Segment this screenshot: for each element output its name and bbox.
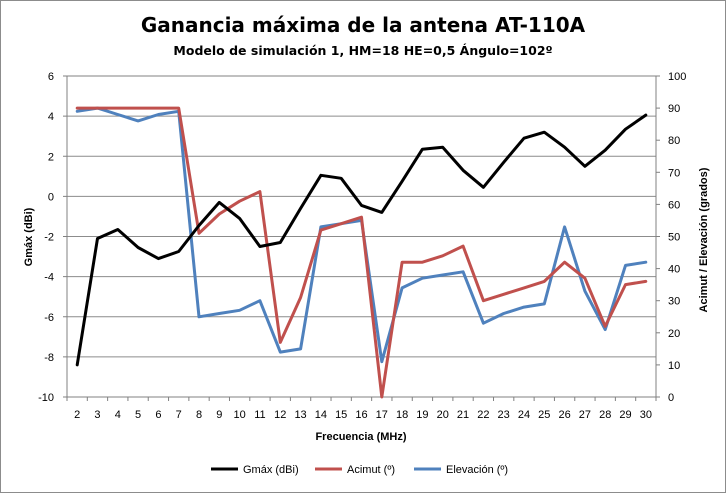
y2-axis-label: Acimut / Elevación (grados) (698, 167, 710, 312)
x-tick-label: 7 (176, 409, 182, 421)
x-tick-label: 16 (355, 409, 367, 421)
x-tick-label: 12 (274, 409, 286, 421)
series-line-0 (75, 113, 648, 367)
y-tick-label: 4 (48, 111, 54, 123)
x-tick-label: 8 (196, 409, 202, 421)
y2-tick-label: 80 (668, 135, 680, 147)
legend-label: Elevación (º) (446, 464, 508, 476)
x-tick-label: 26 (558, 409, 570, 421)
legend: Gmáx (dBi) Acimut (º) Elevación (º) (211, 464, 508, 476)
x-axis-ticks: 2 3 4 5 6 7 8 9 10 11 12 13 14 15 16 17 18 19 20 21 22 23 24 25… (66, 397, 657, 421)
y2-tick-label: 0 (668, 392, 674, 404)
x-tick-label: 20 (437, 409, 449, 421)
x-tick-label: 25 (538, 409, 550, 421)
x-tick-label: 4 (115, 409, 121, 421)
x-tick-label: 18 (396, 409, 408, 421)
y-tick-label: 0 (48, 191, 54, 203)
x-tick-label: 13 (294, 409, 306, 421)
y2-tick-label: 50 (668, 232, 680, 244)
x-tick-label: 5 (135, 409, 141, 421)
x-tick-label: 3 (94, 409, 100, 421)
x-tick-label: 27 (579, 409, 591, 421)
y2-tick-label: 20 (668, 328, 680, 340)
x-tick-label: 15 (335, 409, 347, 421)
y-tick-label: 6 (48, 71, 54, 83)
y-tick-label: -8 (44, 352, 54, 364)
y2-tick-label: 90 (668, 103, 680, 115)
y-tick-label: -2 (44, 232, 54, 244)
x-tick-label: 14 (315, 409, 327, 421)
y-axis-ticks: -10 -8 -6 -4 -2 0 2 4 6 (38, 71, 67, 404)
chart-title: Ganancia máxima de la antena AT-110A (141, 13, 586, 37)
y-tick-label: -10 (38, 392, 54, 404)
y2-tick-label: 30 (668, 296, 680, 308)
y2-tick-label: 40 (668, 264, 680, 276)
y-tick-label: -4 (44, 272, 54, 284)
chart-subtitle: Modelo de simulación 1, HM=18 HE=0,5 Áng… (173, 43, 552, 58)
x-tick-label: 17 (376, 409, 388, 421)
x-tick-label: 21 (457, 409, 469, 421)
x-tick-label: 6 (155, 409, 161, 421)
x-tick-label: 24 (518, 409, 530, 421)
y-tick-label: 2 (48, 151, 54, 163)
x-axis-label: Frecuencia (MHz) (315, 431, 406, 443)
x-tick-label: 9 (216, 409, 222, 421)
x-tick-label: 28 (599, 409, 611, 421)
y2-tick-label: 10 (668, 360, 680, 372)
series-line-2 (75, 106, 648, 364)
y-axis-label: Gmáx (dBi) (23, 207, 35, 266)
x-tick-label: 23 (498, 409, 510, 421)
legend-label: Acimut (º) (347, 464, 395, 476)
series-line-1 (75, 106, 648, 399)
y2-tick-label: 100 (668, 71, 686, 83)
x-tick-label: 19 (416, 409, 428, 421)
series-layer (75, 106, 648, 399)
x-tick-label: 2 (74, 409, 80, 421)
x-tick-label: 30 (640, 409, 652, 421)
legend-label: Gmáx (dBi) (243, 464, 299, 476)
y2-tick-label: 60 (668, 199, 680, 211)
x-tick-label: 10 (234, 409, 246, 421)
y-tick-label: -6 (44, 312, 54, 324)
y2-tick-label: 70 (668, 167, 680, 179)
x-tick-label: 22 (477, 409, 489, 421)
x-tick-label: 11 (254, 409, 265, 421)
y2-axis-ticks: 0 10 20 30 40 50 60 70 80 90 100 (656, 71, 686, 404)
x-tick-label: 29 (619, 409, 631, 421)
